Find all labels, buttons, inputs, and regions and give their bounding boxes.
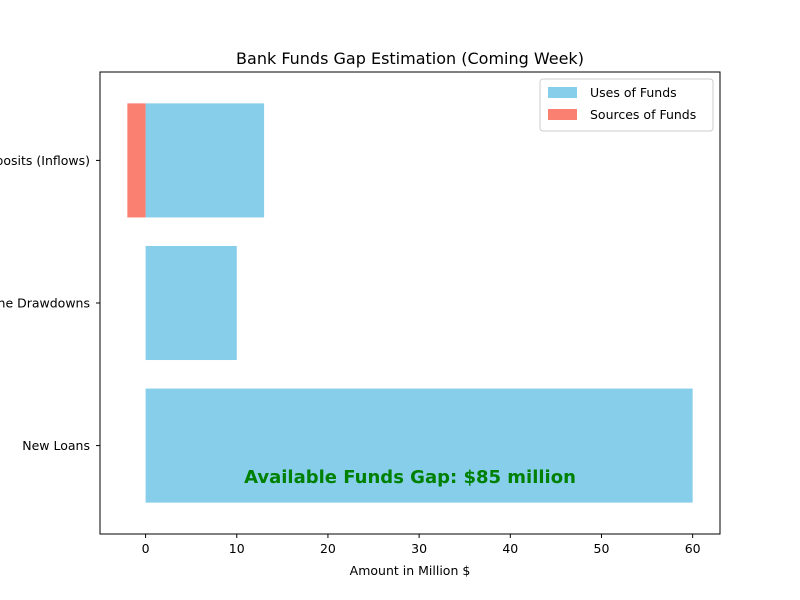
x-tick-label: 20 — [320, 541, 336, 556]
x-tick-label: 10 — [229, 541, 245, 556]
bar-uses-of-funds-deposits-inflows — [145, 103, 265, 218]
x-tick-label: 30 — [411, 541, 427, 556]
x-axis-ticks: 0 10 20 30 40 50 60 — [142, 534, 701, 556]
bar-sources-of-funds-deposits-inflows — [127, 103, 146, 218]
bar-uses-of-funds-new-loans — [145, 388, 693, 503]
x-tick-label: 0 — [142, 541, 150, 556]
y-axis-ticks: New Loans Line Drawdowns Deposits (Inflows… — [0, 153, 100, 453]
x-tick-label: 60 — [685, 541, 701, 556]
bar-uses-of-funds-line-drawdowns — [145, 245, 237, 361]
x-tick-label: 40 — [502, 541, 518, 556]
legend-swatch — [548, 109, 577, 120]
legend-swatch — [548, 87, 577, 98]
x-tick-label: 50 — [594, 541, 610, 556]
y-tick-label: New Loans — [22, 438, 90, 453]
legend: Uses of Funds Sources of Funds — [539, 78, 714, 132]
y-tick-label: Deposits (Inflows) — [0, 153, 90, 168]
x-axis-label: Amount in Million $ — [350, 563, 471, 578]
chart-title: Bank Funds Gap Estimation (Coming Week) — [236, 49, 584, 68]
y-tick-label: Line Drawdowns — [0, 296, 90, 311]
legend-label: Uses of Funds — [590, 85, 677, 100]
annotation-funds-gap: Available Funds Gap: $85 million — [244, 467, 576, 488]
legend-label: Sources of Funds — [590, 107, 696, 122]
plot-frame — [99, 71, 721, 535]
legend-frame — [539, 78, 714, 132]
bars-group — [127, 103, 693, 503]
